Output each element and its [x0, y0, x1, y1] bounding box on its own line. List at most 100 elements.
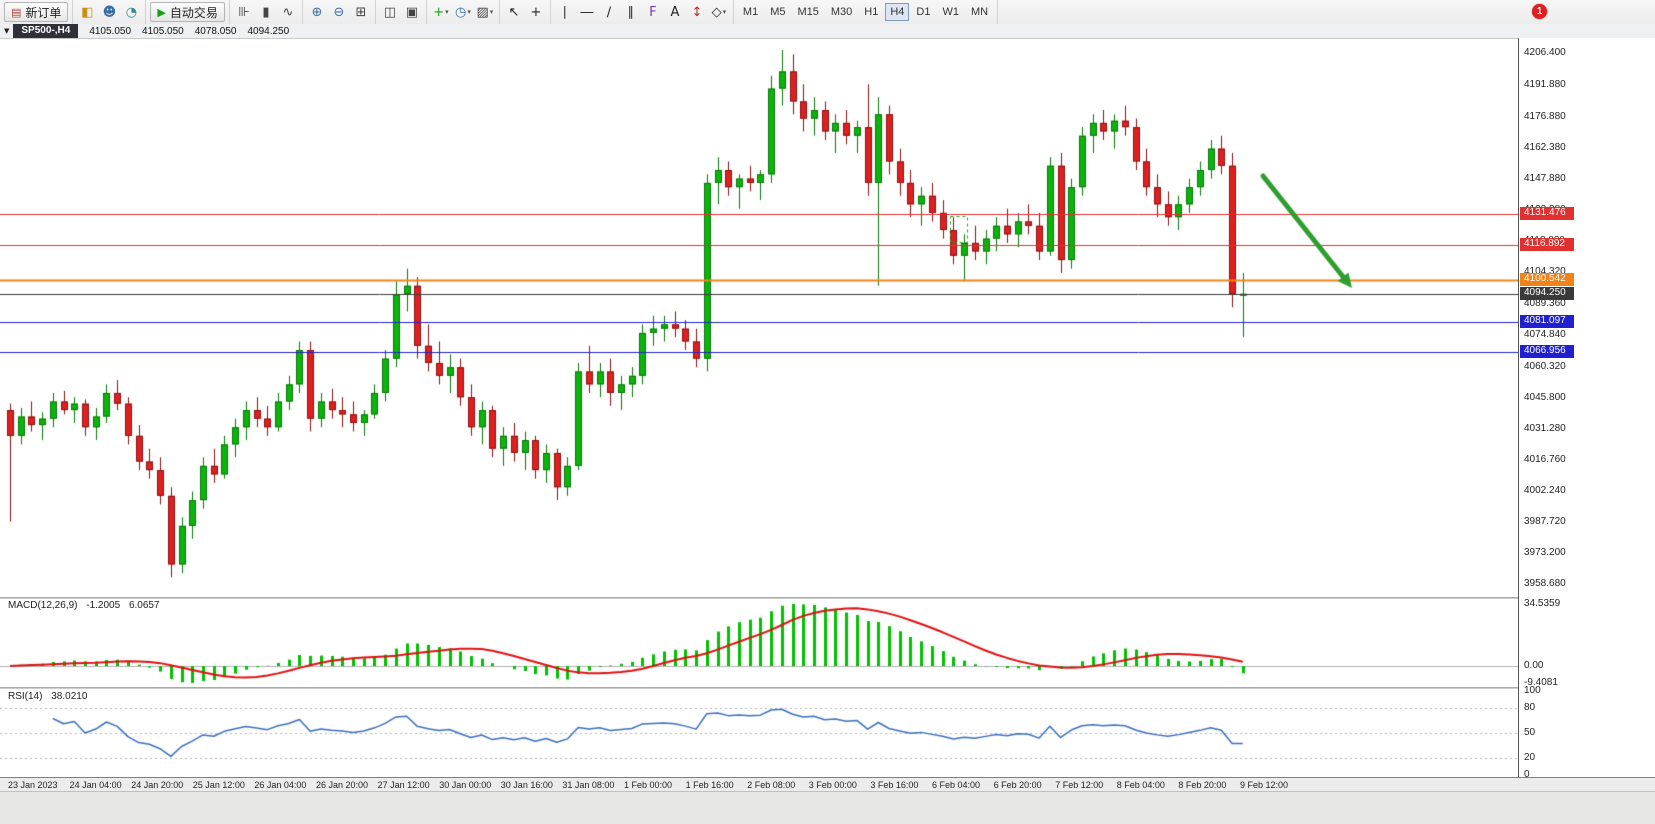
- price-axis-label: 4060.320: [1524, 360, 1566, 372]
- new-chart-icon: ◧: [81, 4, 94, 20]
- timeframe-mn[interactable]: MN: [966, 3, 993, 21]
- line-chart-button[interactable]: ∿: [277, 2, 299, 22]
- arrows-icon: ↕: [691, 4, 703, 20]
- time-axis-label: 8 Feb 04:00: [1116, 780, 1165, 790]
- price-axis-label: 4206.400: [1524, 47, 1566, 59]
- zoom-in-icon: ⊕: [311, 4, 323, 20]
- price-axis-label: 3958.680: [1524, 578, 1566, 590]
- price-tag-bid-line[interactable]: 4094.250: [1520, 286, 1574, 300]
- tile-windows-button[interactable]: ⊞: [350, 2, 372, 22]
- price-axis-label: 4031.280: [1524, 422, 1566, 434]
- template-button[interactable]: ▨ ▾: [474, 2, 496, 22]
- rsi-indicator-label: RSI(14) 38.0210: [8, 691, 93, 702]
- timeframe-m30[interactable]: M30: [826, 3, 857, 21]
- autotrading-play-icon: ▶: [157, 5, 166, 19]
- candlestick-chart-button[interactable]: ▮: [255, 2, 277, 22]
- price-axis-label: 4045.800: [1524, 391, 1566, 403]
- rsi-axis-label: 100: [1524, 685, 1541, 696]
- price-tag-support-1[interactable]: 4081.097: [1520, 315, 1574, 328]
- autotrading-button[interactable]: ▶ 自动交易: [150, 2, 225, 22]
- panel-divider[interactable]: [0, 687, 1655, 689]
- time-axis-label: 27 Jan 12:00: [377, 780, 430, 790]
- time-axis-label: 6 Feb 20:00: [993, 780, 1042, 790]
- price-axis-label: 4016.760: [1524, 453, 1566, 465]
- panel-divider[interactable]: [0, 597, 1655, 599]
- new-chart-button[interactable]: ◧: [76, 2, 98, 22]
- time-axis-label: 30 Jan 16:00: [500, 780, 553, 790]
- cascade-icon: ▣: [405, 4, 419, 20]
- text-button[interactable]: A: [664, 2, 686, 22]
- zoom-in-button[interactable]: ⊕: [306, 2, 328, 22]
- time-axis-label: 8 Feb 20:00: [1178, 780, 1227, 790]
- arrows-button[interactable]: ↕: [686, 2, 708, 22]
- period-clock-icon: ◷: [454, 4, 467, 20]
- macd-value-main: -1.2005: [86, 600, 121, 611]
- timeframe-m1[interactable]: M1: [738, 3, 763, 21]
- macd-panel-canvas[interactable]: [0, 599, 1518, 687]
- time-axis[interactable]: 23 Jan 2023 24 Jan 04:00 24 Jan 20:00 25 Ja…: [0, 777, 1655, 792]
- auto-arrange-icon: ◫: [383, 4, 397, 20]
- cascade-button[interactable]: ▣: [401, 2, 423, 22]
- timeframe-d1[interactable]: D1: [911, 3, 935, 21]
- price-axis-label: 4002.240: [1524, 485, 1566, 497]
- profiles-button[interactable]: ☻: [98, 2, 120, 22]
- price-axis-label: 4147.880: [1524, 172, 1566, 184]
- vertical-line-button[interactable]: ∣: [554, 2, 576, 22]
- vertical-line-icon: ∣: [561, 4, 569, 20]
- add-indicator-icon: +: [433, 4, 445, 20]
- shapes-button[interactable]: ◇ ▾: [708, 2, 730, 22]
- channel-button[interactable]: ∥: [620, 2, 642, 22]
- notification-badge[interactable]: 1: [1532, 4, 1547, 19]
- timeframe-w1[interactable]: W1: [937, 3, 964, 21]
- price-axis-label: 4074.840: [1524, 329, 1566, 341]
- toolbar-group-cursor: ↖ +: [500, 0, 551, 24]
- price-axis[interactable]: 4206.400 4191.880 4176.880 4162.380 4147.880…: [1518, 38, 1655, 780]
- price-axis-label: 4176.880: [1524, 110, 1566, 122]
- fibonacci-button[interactable]: F: [642, 2, 664, 22]
- price-tag-resistance-1[interactable]: 4131.476: [1520, 207, 1574, 221]
- template-icon: ▨: [476, 4, 489, 20]
- time-axis-label: 7 Feb 12:00: [1055, 780, 1104, 790]
- time-axis-label: 25 Jan 12:00: [192, 780, 245, 790]
- candlestick-chart-icon: ▮: [262, 4, 270, 20]
- time-axis-label: 3 Feb 00:00: [808, 780, 857, 790]
- cursor-button[interactable]: ↖: [503, 2, 525, 22]
- price-axis-label: 3987.720: [1524, 516, 1566, 528]
- quote-bar: ▼ SP500-,H4 4105.050 4105.050 4078.050 4…: [0, 24, 1655, 39]
- quote-close: 4094.250: [247, 25, 290, 37]
- timeframe-h1[interactable]: H1: [859, 3, 883, 21]
- rsi-axis-label: 50: [1524, 727, 1536, 738]
- line-chart-icon: ∿: [282, 4, 294, 20]
- collapse-chart-icon[interactable]: ▼: [4, 27, 10, 35]
- bar-chart-button[interactable]: ⊪: [233, 2, 255, 22]
- main-chart-canvas[interactable]: [0, 38, 1518, 597]
- rsi-value: 38.0210: [51, 691, 88, 702]
- horizontal-line-button[interactable]: ―: [576, 2, 598, 22]
- price-tag-support-2[interactable]: 4066.956: [1520, 345, 1574, 359]
- price-tag-resistance-2[interactable]: 4116.892: [1520, 238, 1574, 252]
- auto-arrange-button[interactable]: ◫: [379, 2, 401, 22]
- crosshair-button[interactable]: +: [525, 2, 547, 22]
- fibonacci-icon: F: [649, 4, 657, 20]
- market-watch-button[interactable]: ◔: [120, 2, 142, 22]
- trendline-button[interactable]: ∕: [598, 2, 620, 22]
- macd-indicator-label: MACD(12,26,9) -1.2005 6.0657: [8, 600, 166, 611]
- new-order-icon: ▤: [11, 5, 22, 19]
- timeframe-m5[interactable]: M5: [765, 3, 790, 21]
- macd-axis-label: -9.4081: [1524, 676, 1558, 688]
- period-button[interactable]: ◷ ▾: [452, 2, 474, 22]
- zoom-out-button[interactable]: ⊖: [328, 2, 350, 22]
- timeframe-m15[interactable]: M15: [792, 3, 823, 21]
- quote-open: 4105.050: [89, 25, 132, 37]
- timeframe-h4[interactable]: H4: [885, 3, 910, 21]
- add-indicator-button[interactable]: + ▾: [430, 2, 452, 22]
- time-axis-label: 26 Jan 04:00: [254, 780, 307, 790]
- tile-windows-icon: ⊞: [355, 4, 367, 20]
- rsi-panel-canvas[interactable]: [0, 689, 1518, 777]
- macd-axis-label: 0.00: [1524, 660, 1544, 671]
- time-axis-label: 9 Feb 12:00: [1240, 780, 1289, 790]
- new-order-button[interactable]: ▤ 新订单: [4, 2, 69, 22]
- toolbar-group-autotrading: ▶ 自动交易: [146, 0, 230, 24]
- price-tag-pivot-line[interactable]: 4100.542: [1520, 273, 1574, 287]
